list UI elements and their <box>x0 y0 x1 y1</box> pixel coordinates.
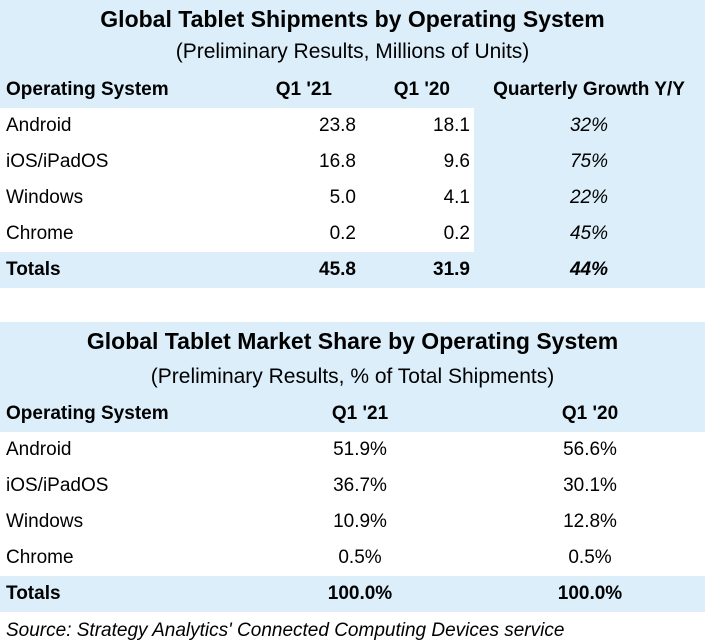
share-header-q121: Q1 '21 <box>331 403 389 424</box>
share-row-ios: iOS/iPadOS 36.7% 30.1% <box>0 468 705 504</box>
shipments-totals-q121: 45.8 <box>319 259 356 280</box>
shipments-os-cell: Chrome <box>6 223 74 244</box>
shipments-row-ios: iOS/iPadOS 16.8 9.6 75% <box>0 144 705 180</box>
share-q120-cell: 12.8% <box>563 511 617 532</box>
shipments-row-chrome: Chrome 0.2 0.2 45% <box>0 216 705 252</box>
shipments-subtitle: (Preliminary Results, Millions of Units) <box>175 40 530 63</box>
share-row-android: Android 51.9% 56.6% <box>0 432 705 468</box>
shipments-q121-cell: 16.8 <box>319 151 356 172</box>
shipments-header-os: Operating System <box>6 79 169 100</box>
shipments-q120-cell: 0.2 <box>443 223 470 244</box>
share-os-cell: iOS/iPadOS <box>6 475 109 496</box>
share-totals-q121: 100.0% <box>327 583 393 604</box>
shipments-header-growth: Quarterly Growth Y/Y <box>493 79 685 100</box>
shipments-os-cell: iOS/iPadOS <box>6 151 109 172</box>
shipments-os-cell: Windows <box>6 187 84 208</box>
share-title: Global Tablet Market Share by Operating … <box>86 328 619 354</box>
shipments-q120-cell: 18.1 <box>433 115 470 136</box>
shipments-header-q121: Q1 '21 <box>275 79 332 100</box>
shipments-q121-cell: 5.0 <box>329 187 356 208</box>
share-os-cell: Android <box>6 439 72 460</box>
shipments-header-row: Operating System Q1 '21 Q1 '20 Quarterly… <box>0 72 705 108</box>
shipments-totals-q120: 31.9 <box>433 259 470 280</box>
share-os-cell: Chrome <box>6 547 74 568</box>
share-totals-label: Totals <box>6 583 61 604</box>
source-note: Source: Strategy Analytics' Connected Co… <box>6 620 565 641</box>
shipments-row-android: Android 23.8 18.1 32% <box>0 108 705 144</box>
share-q120-cell: 0.5% <box>568 547 612 568</box>
shipments-totals-row: Totals 45.8 31.9 44% <box>0 252 705 288</box>
share-subtitle: (Preliminary Results, % of Total Shipmen… <box>150 365 555 388</box>
share-os-cell: Windows <box>6 511 84 532</box>
shipments-q120-cell: 9.6 <box>443 151 470 172</box>
shipments-totals-label: Totals <box>6 259 61 280</box>
shipments-growth-cell: 22% <box>569 187 609 208</box>
share-header-row: Operating System Q1 '21 Q1 '20 <box>0 396 705 432</box>
shipments-title: Global Tablet Shipments by Operating Sys… <box>100 6 605 32</box>
shipments-table-header-block <box>0 0 705 108</box>
shipments-q121-cell: 23.8 <box>319 115 356 136</box>
shipments-growth-cell: 32% <box>569 115 609 136</box>
share-q121-cell: 36.7% <box>333 475 387 496</box>
shipments-growth-column-shade <box>474 108 705 252</box>
share-table-header-block <box>0 322 705 432</box>
shipments-growth-cell: 45% <box>569 223 609 244</box>
shipments-header-q120: Q1 '20 <box>393 79 450 100</box>
share-q121-cell: 51.9% <box>333 439 387 460</box>
shipments-growth-cell: 75% <box>569 151 609 172</box>
share-q120-cell: 30.1% <box>563 475 617 496</box>
share-row-windows: Windows 10.9% 12.8% <box>0 504 705 540</box>
share-q121-cell: 0.5% <box>338 547 382 568</box>
shipments-totals-growth: 44% <box>569 259 609 280</box>
share-totals-q120: 100.0% <box>557 583 623 604</box>
share-q121-cell: 10.9% <box>333 511 387 532</box>
share-row-chrome: Chrome 0.5% 0.5% <box>0 540 705 576</box>
share-q120-cell: 56.6% <box>563 439 617 460</box>
shipments-q120-cell: 4.1 <box>443 187 470 208</box>
shipments-q121-cell: 0.2 <box>329 223 356 244</box>
share-header-q120: Q1 '20 <box>561 403 619 424</box>
share-header-os: Operating System <box>6 403 169 424</box>
shipments-row-windows: Windows 5.0 4.1 22% <box>0 180 705 216</box>
shipments-os-cell: Android <box>6 115 72 136</box>
share-totals-row: Totals 100.0% 100.0% <box>0 576 705 612</box>
